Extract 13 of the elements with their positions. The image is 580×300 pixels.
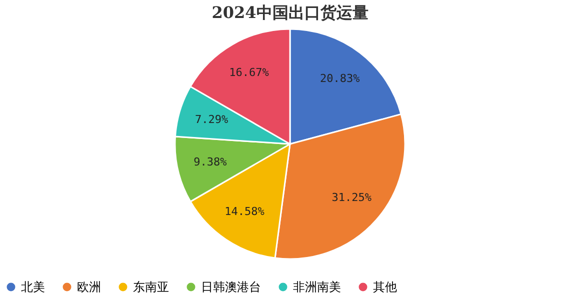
data-label: 16.67% <box>229 66 270 79</box>
data-label: 7.29% <box>194 113 228 126</box>
legend-label: 欧洲 <box>77 280 101 294</box>
legend-label: 东南亚 <box>133 280 169 294</box>
legend-label: 北美 <box>21 280 45 294</box>
chart-title: 2024中国出口货运量 <box>212 3 368 22</box>
legend-label: 非洲南美 <box>293 280 341 294</box>
data-label: 31.25% <box>332 191 372 204</box>
data-label: 9.38% <box>194 156 228 169</box>
legend-label: 其他 <box>373 280 397 294</box>
legend-label: 日韩澳港台 <box>201 280 261 294</box>
data-label: 20.83% <box>320 72 360 85</box>
data-label: 14.58% <box>224 205 265 218</box>
